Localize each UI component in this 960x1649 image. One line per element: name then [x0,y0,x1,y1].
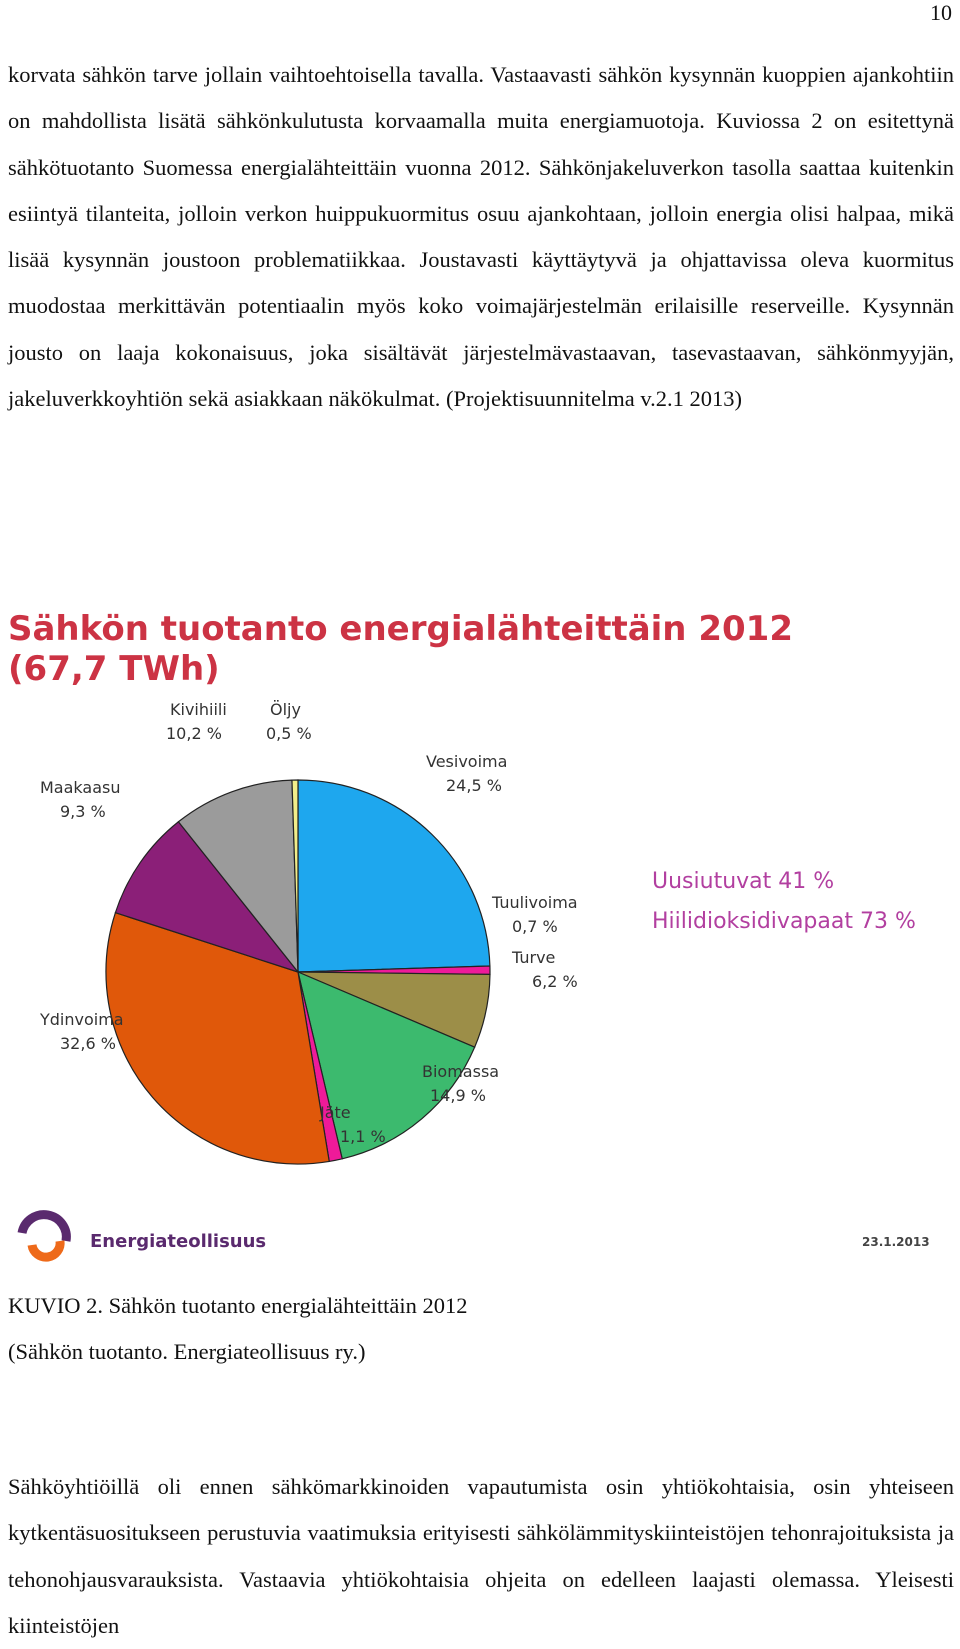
caption-line-2: (Sähkön tuotanto. Energiateollisuus ry.) [8,1339,366,1364]
slice-label-name: Turve [511,948,555,967]
pie-labels: Vesivoima 24,5 % Tuulivoima 0,7 % Turve 6,2 %… [39,700,578,1146]
page-number: 10 [930,0,952,25]
pie-slice-maakaasu [114,820,300,974]
pie-slice-ydinvoima [105,911,330,1165]
chart-title: Sähkön tuotanto energialähteittäin 2012 [8,609,793,649]
figure-caption: KUVIO 2. Sähkön tuotanto energialähteitt… [8,1283,468,1375]
pie-slices [105,779,491,1165]
slice-label-name: Kivihiili [170,700,227,719]
slice-label-percent: 10,2 % [166,724,222,743]
pie-slice-kivihiili [177,779,299,974]
caption-line-1: KUVIO 2. Sähkön tuotanto energialähteitt… [8,1293,468,1318]
slice-label-name: Maakaasu [40,778,120,797]
slice-label-percent: 6,2 % [532,972,578,991]
pie-slice-vesivoima [297,779,491,973]
slice-label-name: Vesivoima [426,752,507,771]
slice-label-percent: 0,7 % [512,917,558,936]
chart-subtitle: (67,7 TWh) [8,649,220,689]
pie-chart-figure: Sähkön tuotanto energialähteittäin 2012 … [8,609,930,1262]
logo-arc-orange-icon [27,1240,65,1262]
summary-renewables: Uusiutuvat 41 % [652,869,834,894]
slice-label-name: Ydinvoima [39,1010,124,1029]
slice-label-percent: 9,3 % [60,802,106,821]
slice-label-name: Öljy [270,700,301,719]
pie-slice-öljy [291,779,299,973]
slice-label-name: Jäte [319,1103,351,1122]
logo-arc-purple-icon [17,1210,71,1242]
slice-label-name: Tuulivoima [491,893,578,912]
body-paragraph-1: korvata sähkön tarve jollain vaihtoehtoi… [8,62,954,412]
energiateollisuus-logo: Energiateollisuus [17,1210,266,1262]
slice-label-percent: 14,9 % [430,1086,486,1105]
slice-label-name: Biomassa [422,1062,499,1081]
logo-text: Energiateollisuus [90,1231,266,1252]
summary-co2-free: Hiilidioksidivapaat 73 % [652,909,916,934]
chart-date: 23.1.2013 [862,1235,930,1249]
pie-slice-biomassa [297,970,476,1160]
slice-label-percent: 0,5 % [266,724,312,743]
slice-label-percent: 32,6 % [60,1034,116,1053]
body-paragraph-2: Sähköyhtiöillä oli ennen sähkömarkkinoid… [8,1474,954,1638]
slice-label-percent: 1,1 % [340,1127,386,1146]
slice-label-percent: 24,5 % [446,776,502,795]
